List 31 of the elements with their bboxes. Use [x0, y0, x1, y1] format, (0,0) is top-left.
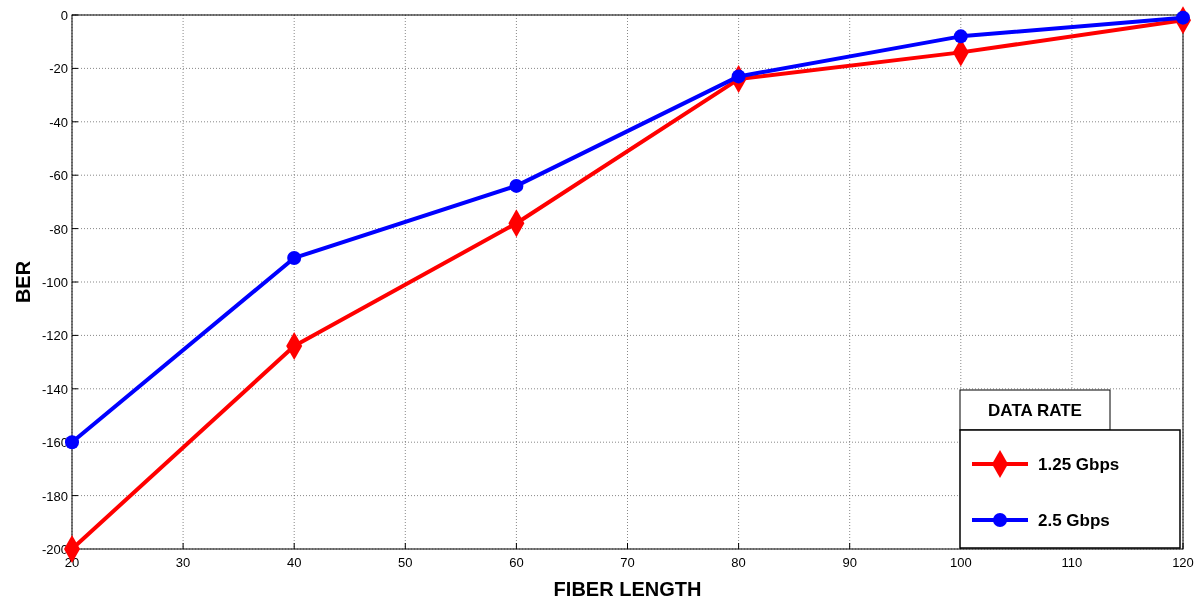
- point: [953, 29, 968, 44]
- point: [509, 178, 524, 193]
- x-tick-label: 50: [398, 555, 413, 570]
- x-tick-label: 70: [620, 555, 635, 570]
- x-tick-label: 60: [509, 555, 524, 570]
- point: [1176, 10, 1190, 25]
- x-tick-label: 20: [64, 555, 80, 570]
- point: [731, 69, 746, 84]
- y-tick-label: -100: [41, 275, 68, 290]
- y-tick-label: -20: [49, 61, 68, 77]
- x-tick-label: 80: [731, 555, 746, 570]
- y-tick-label: -40: [49, 114, 68, 130]
- x-tick-label: 100: [949, 555, 972, 570]
- legend-label: 2.5 Gbps: [1038, 511, 1110, 530]
- x-tick-label: 90: [842, 555, 857, 570]
- y-tick-label: -60: [49, 168, 68, 184]
- legend-title: DATA RATE: [988, 401, 1082, 420]
- y-axis-title: BER: [12, 260, 34, 304]
- y-tick-label: 0: [60, 8, 68, 23]
- x-tick-label: 30: [175, 555, 191, 570]
- x-tick-label: 110: [1061, 555, 1083, 570]
- x-tick-label: 120: [1172, 555, 1194, 570]
- x-tick-label: 40: [286, 555, 302, 570]
- point: [65, 435, 79, 450]
- legend-label: 1.25 Gbps: [1038, 455, 1120, 474]
- y-tick-label: -180: [41, 488, 68, 504]
- x-axis-title: FIBER LENGTH: [553, 578, 702, 599]
- point: [287, 250, 302, 265]
- y-tick-label: -140: [41, 381, 68, 397]
- y-tick-label: -80: [49, 221, 68, 237]
- y-tick-label: -120: [41, 328, 68, 344]
